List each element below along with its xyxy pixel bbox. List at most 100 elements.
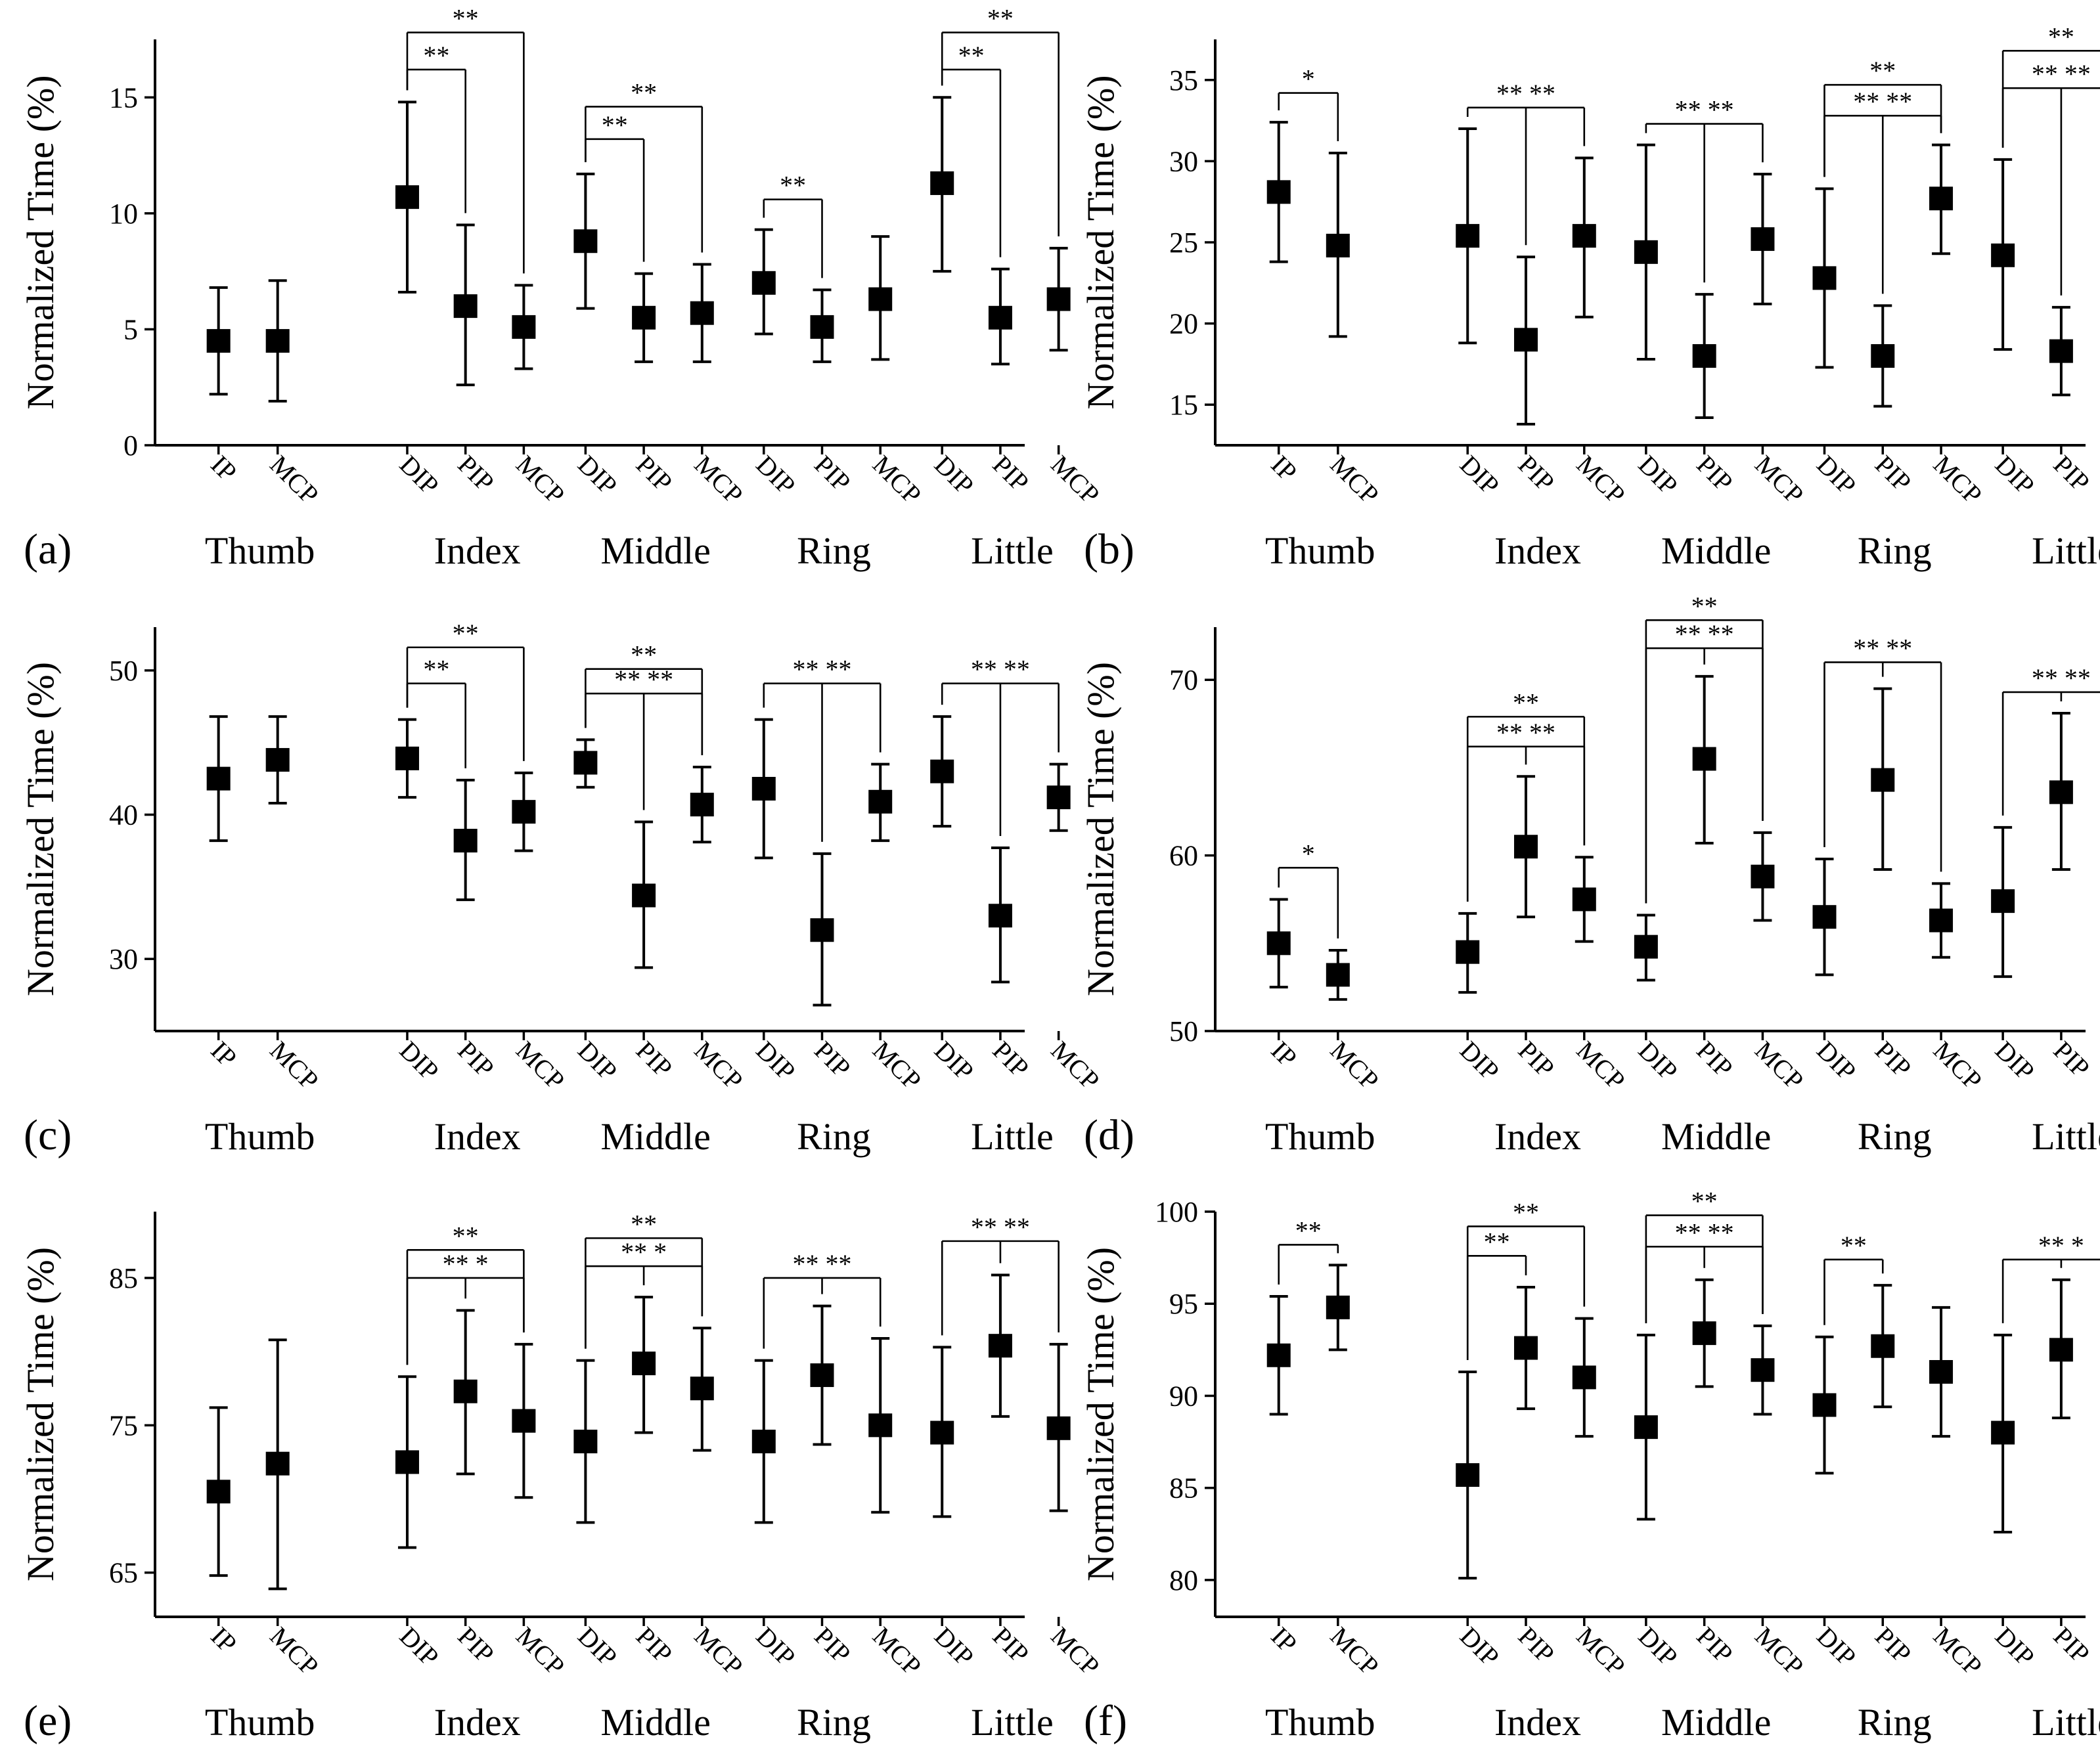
x-tick-label: PIP <box>1869 450 1917 498</box>
x-tick-label: MCP <box>1045 450 1106 510</box>
data-point <box>930 171 954 195</box>
data-point <box>810 1363 834 1388</box>
y-axis-label: Normalized Time (%) <box>19 662 62 996</box>
x-tick-label: PIP <box>809 450 857 498</box>
significance-label: ** <box>1691 591 1718 621</box>
data-point <box>1046 1416 1071 1440</box>
significance-label: ** ** <box>1853 633 1912 663</box>
x-tick-label: DIP <box>394 450 445 500</box>
y-tick-label: 95 <box>1169 1288 1198 1320</box>
data-point <box>1634 935 1658 959</box>
significance-label: ** <box>1513 1197 1539 1227</box>
significance-bracket: ** ** <box>763 655 882 842</box>
x-tick-label: IP <box>205 1036 242 1073</box>
data-point <box>1266 1343 1291 1367</box>
data-point <box>930 1420 954 1445</box>
x-tick-label: PIP <box>809 1621 857 1669</box>
group-label: Ring <box>1858 529 1932 572</box>
group-label: Index <box>434 529 521 572</box>
x-tick-label: PIP <box>1691 450 1739 498</box>
significance-label: ** <box>453 1221 479 1250</box>
x-tick-label: PIP <box>631 1621 679 1669</box>
group-label: Middle <box>1661 1115 1772 1158</box>
significance-label: ** ** <box>1675 619 1734 649</box>
group-thumb: IP MCP Thumb <box>1265 1264 1385 1744</box>
x-tick-label: MCP <box>1324 1036 1385 1096</box>
data-point <box>632 305 656 330</box>
data-point <box>1514 328 1538 352</box>
data-point <box>1514 1336 1538 1360</box>
y-tick-label: 20 <box>1169 308 1198 340</box>
y-tick-label: 70 <box>1169 664 1198 696</box>
group-label: Little <box>971 1115 1054 1158</box>
significance-bracket: ** <box>941 41 1002 257</box>
x-tick-label: DIP <box>394 1036 445 1086</box>
data-point <box>1266 931 1291 956</box>
y-tick-label: 60 <box>1169 840 1198 872</box>
data-point <box>810 918 834 942</box>
y-tick-label: 100 <box>1155 1196 1198 1228</box>
data-point <box>868 287 893 311</box>
panel-label: (c) <box>24 1111 72 1159</box>
significance-label: ** ** <box>1675 95 1734 125</box>
group-middle: DIP PIP MCP Middle <box>1633 1278 1810 1744</box>
data-point <box>512 800 536 824</box>
data-point <box>2049 339 2073 363</box>
data-point <box>512 315 536 339</box>
group-label: Little <box>2032 1115 2100 1158</box>
y-tick-label: 50 <box>1169 1015 1198 1047</box>
x-tick-label: DIP <box>394 1621 445 1672</box>
x-tick-label: DIP <box>572 1621 623 1672</box>
x-tick-label: MCP <box>688 450 749 510</box>
x-tick-label: PIP <box>452 450 500 498</box>
data-point <box>690 301 714 325</box>
x-tick-label: MCP <box>510 1621 571 1682</box>
data-point <box>1929 1359 1954 1384</box>
group-label: Middle <box>600 1701 711 1744</box>
data-point <box>1326 963 1350 987</box>
data-point <box>1046 287 1071 311</box>
x-tick-label: MCP <box>867 450 927 510</box>
significance-bracket: ** <box>585 110 645 262</box>
y-tick-label: 40 <box>109 799 138 831</box>
group-ring: DIP PIP MCP Ring <box>1811 1284 1988 1744</box>
data-point <box>1692 1321 1716 1346</box>
x-tick-label: PIP <box>631 450 679 498</box>
data-point <box>988 1334 1012 1358</box>
group-label: Little <box>971 529 1054 572</box>
x-tick-label: DIP <box>1990 1036 2040 1086</box>
significance-label: ** <box>1691 1187 1718 1216</box>
significance-label: ** ** <box>2032 59 2091 89</box>
significance-bracket: ** <box>406 1221 525 1365</box>
significance-bracket: ** <box>406 619 525 761</box>
significance-bracket: ** <box>941 3 1060 236</box>
significance-label: ** <box>602 110 628 140</box>
group-ring: DIP PIP MCP Ring <box>1811 687 1988 1158</box>
data-point <box>206 329 231 353</box>
y-tick-label: 65 <box>109 1557 138 1589</box>
significance-bracket: ** <box>585 640 704 756</box>
x-tick-label: DIP <box>572 1036 623 1086</box>
x-tick-label: PIP <box>2048 450 2096 498</box>
y-tick-label: 90 <box>1169 1380 1198 1412</box>
x-tick-label: IP <box>1265 450 1303 487</box>
significance-label: ** ** <box>793 655 852 684</box>
significance-bracket: ** ** <box>2001 59 2100 296</box>
data-point <box>512 1409 536 1433</box>
x-tick-label: MCP <box>688 1621 749 1682</box>
x-tick-label: MCP <box>510 450 571 510</box>
y-tick-label: 30 <box>109 943 138 975</box>
data-point <box>1456 224 1480 248</box>
data-point <box>1572 224 1596 248</box>
data-point <box>1751 1358 1775 1382</box>
significance-label: ** <box>1484 1227 1510 1256</box>
group-ring: DIP PIP MCP Ring <box>750 1304 927 1744</box>
group-middle: DIP PIP MCP Middle <box>572 738 749 1158</box>
x-tick-label: MCP <box>1749 1036 1810 1096</box>
significance-bracket: ** ** <box>1466 79 1586 246</box>
x-tick-label: IP <box>205 450 242 487</box>
